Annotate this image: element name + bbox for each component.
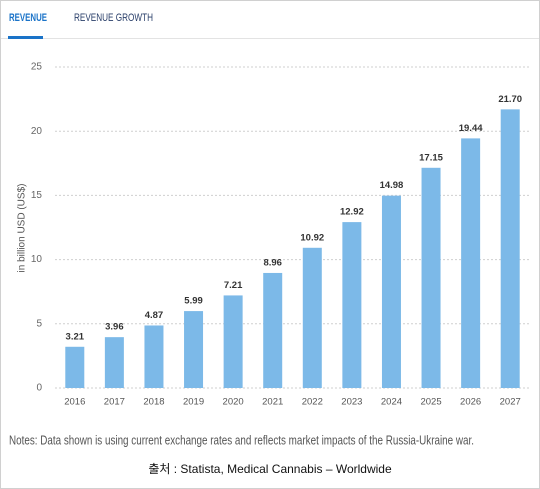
bar <box>461 138 481 388</box>
x-tick-label: 2025 <box>420 397 441 408</box>
bar <box>184 311 204 388</box>
value-label: 21.70 <box>498 94 522 105</box>
x-tick-label: 2020 <box>223 397 244 408</box>
x-tick-label: 2026 <box>460 397 481 408</box>
bar <box>65 346 85 388</box>
bar <box>500 109 520 388</box>
y-tick-label: 10 <box>31 254 43 265</box>
value-label: 8.96 <box>263 257 282 268</box>
value-label: 7.21 <box>224 280 243 291</box>
value-label: 3.21 <box>66 331 85 342</box>
bar <box>223 295 243 388</box>
value-label: 12.92 <box>340 207 364 218</box>
x-tick-label: 2017 <box>104 397 125 408</box>
bar <box>144 325 164 388</box>
x-tick-label: 2022 <box>302 397 323 408</box>
value-label: 3.96 <box>105 322 124 333</box>
notes: Notes: Data shown is using current excha… <box>9 432 474 447</box>
value-label: 19.44 <box>459 123 483 134</box>
x-tick-label: 2016 <box>64 397 85 408</box>
bar <box>421 167 441 388</box>
bar <box>342 222 362 388</box>
x-tick-label: 2021 <box>262 397 283 408</box>
x-tick-label: 2018 <box>143 397 164 408</box>
x-tick-label: 2027 <box>500 397 521 408</box>
bar <box>263 272 283 388</box>
source: 출처 : Statista, Medical Cannabis – Worldw… <box>148 462 392 476</box>
value-label: 5.99 <box>184 296 203 307</box>
x-tick-label: 2023 <box>341 397 362 408</box>
tab-revenue[interactable]: REVENUE <box>9 12 47 24</box>
bar <box>104 337 124 388</box>
value-label: 10.92 <box>300 232 324 243</box>
y-axis-label: in billion USD (US$) <box>17 184 28 273</box>
x-tick-label: 2019 <box>183 397 204 408</box>
bar <box>381 195 401 388</box>
value-label: 14.98 <box>380 180 404 191</box>
y-tick-label: 20 <box>31 126 43 137</box>
y-tick-label: 25 <box>31 62 43 73</box>
tab-underline <box>8 36 43 39</box>
y-tick-label: 15 <box>31 190 43 201</box>
value-label: 17.15 <box>419 152 443 163</box>
y-tick-label: 5 <box>36 318 42 329</box>
bar <box>302 247 322 388</box>
tab-revenue-growth[interactable]: REVENUE GROWTH <box>74 12 153 24</box>
value-label: 4.87 <box>145 310 164 321</box>
x-tick-label: 2024 <box>381 397 402 408</box>
y-tick-label: 0 <box>36 383 42 394</box>
